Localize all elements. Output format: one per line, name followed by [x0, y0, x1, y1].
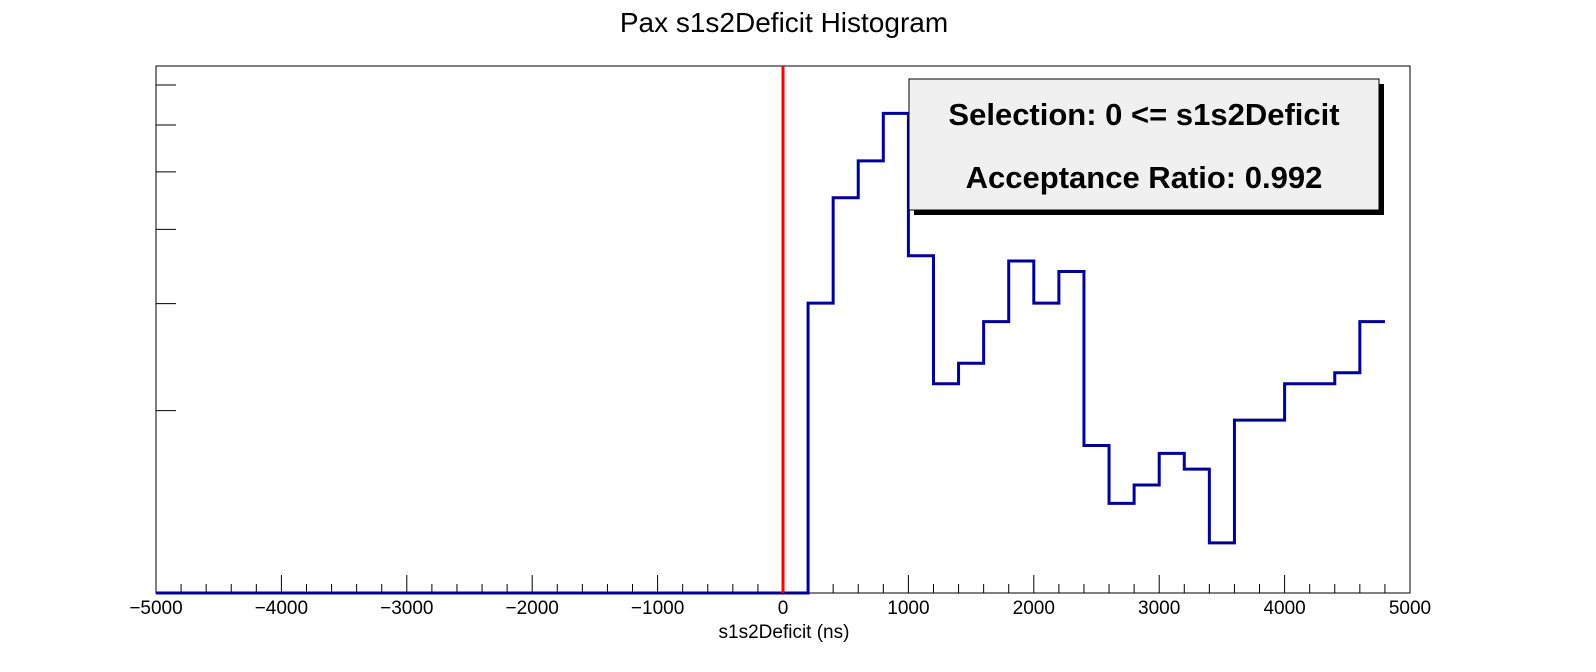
x-tick-labels: −5000 −4000 −3000 −2000 −1000 0 1000 2000 3000 40…	[129, 598, 1431, 619]
x-axis-title: s1s2Deficit (ns)	[719, 622, 850, 643]
x-tick-label: −3000	[380, 598, 433, 619]
legend-background	[908, 78, 1380, 211]
x-tick-label: 1000	[887, 598, 929, 619]
chart-title: Pax s1s2Deficit Histogram	[620, 7, 948, 38]
x-tick-label: 5000	[1389, 598, 1431, 619]
legend-box: Selection: 0 <= s1s2Deficit Acceptance R…	[908, 78, 1384, 215]
legend-selection-text: Selection: 0 <= s1s2Deficit	[948, 97, 1339, 132]
histogram-series	[156, 111, 1385, 595]
x-tick-label: −4000	[255, 598, 308, 619]
x-tick-label: −1000	[631, 598, 684, 619]
x-tick-label: 2000	[1013, 598, 1055, 619]
legend-acceptance-text: Acceptance Ratio: 0.992	[966, 160, 1323, 195]
x-tick-label: 3000	[1138, 598, 1180, 619]
x-tick-label: 0	[778, 598, 789, 619]
y-axis-ticks	[156, 84, 176, 412]
x-tick-label: −5000	[129, 598, 182, 619]
x-tick-label: −2000	[506, 598, 559, 619]
histogram-step-line	[156, 111, 1385, 595]
x-tick-label: 4000	[1263, 598, 1305, 619]
